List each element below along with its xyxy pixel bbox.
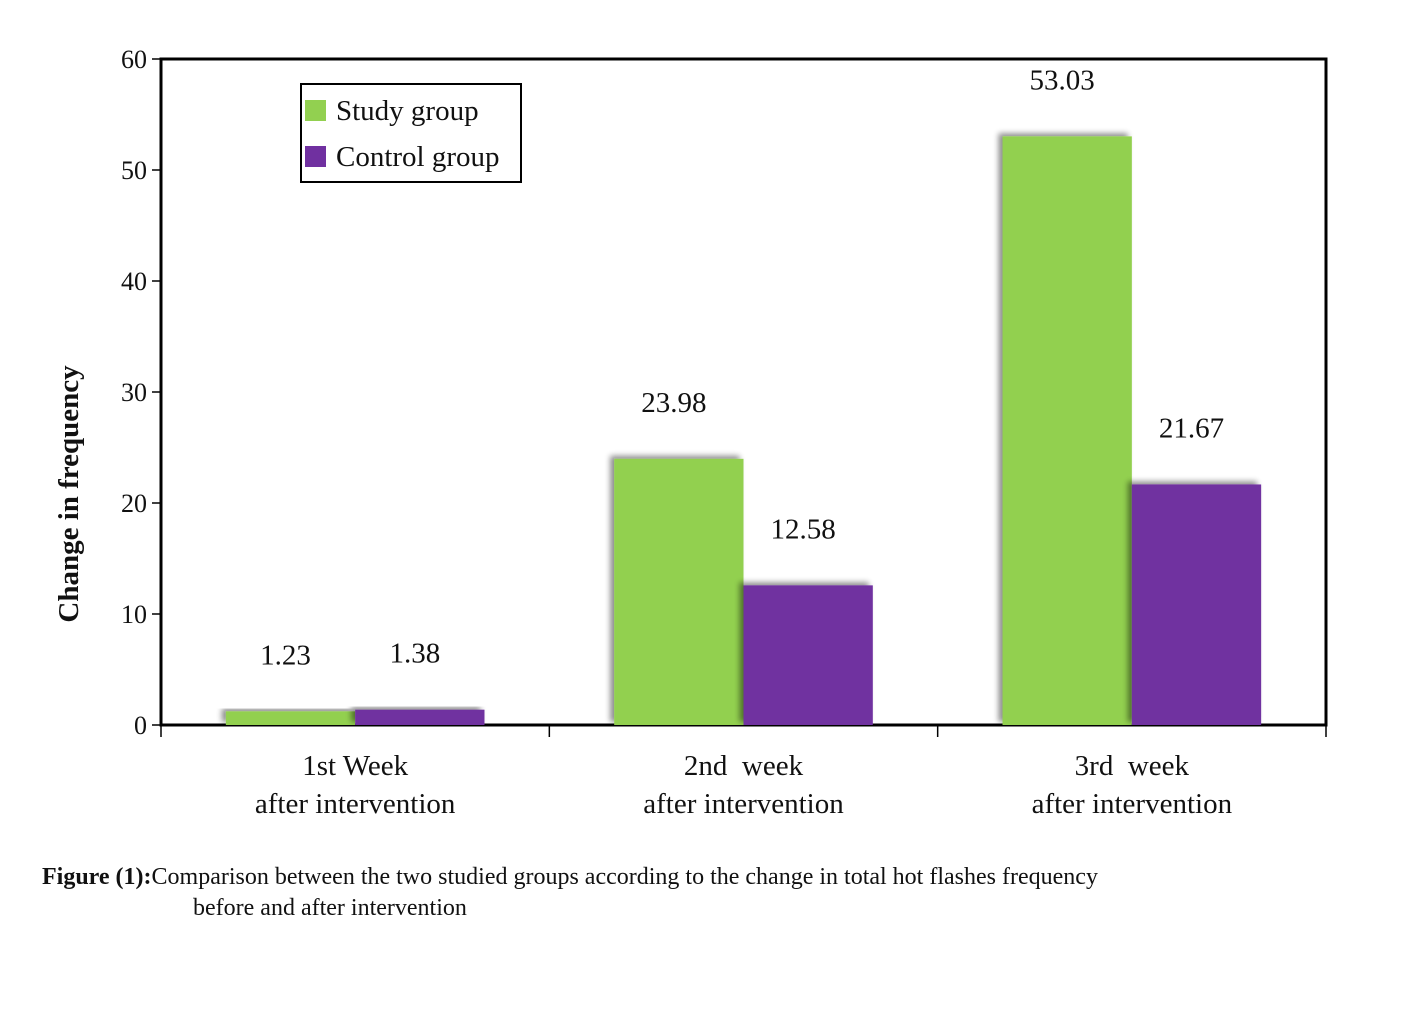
y-tick-label: 60 [121, 45, 147, 74]
y-tick-label: 10 [121, 600, 147, 629]
x-category-label-line: after intervention [643, 788, 844, 820]
y-tick-label: 40 [121, 267, 147, 296]
bar-control-group [355, 709, 485, 725]
x-category-label-line: 2nd week [684, 750, 804, 782]
data-label: 53.03 [1030, 64, 1095, 96]
y-tick-label: 30 [121, 378, 147, 407]
y-tick-label: 50 [121, 156, 147, 185]
figure-caption: Figure (1):Comparison between the two st… [42, 862, 1252, 924]
x-category-label: 3rd week after intervention [1032, 750, 1233, 820]
caption-label: Figure (1): [42, 864, 152, 890]
x-category-label-line: after intervention [255, 788, 456, 820]
legend-box [300, 83, 522, 183]
data-label: 1.38 [389, 638, 440, 670]
data-label: 23.98 [641, 387, 706, 419]
x-category-label: 1st Week after intervention [255, 750, 456, 820]
bar-control-group [743, 585, 873, 725]
x-category-label-line: 3rd week [1075, 750, 1190, 782]
legend-swatch [305, 100, 326, 121]
caption-text-line2: before and after intervention [193, 895, 467, 921]
bars [225, 136, 1262, 725]
bar-study-group [614, 458, 744, 725]
x-axis: 1st Week after intervention 2nd week after … [160, 725, 1327, 820]
y-axis-label: Change in frequency [53, 365, 85, 623]
data-labels: 1.23 23.98 53.03 1.38 12.58 21.67 [260, 64, 1224, 671]
data-label: 12.58 [771, 513, 836, 545]
bar-chart: 0 10 20 30 40 50 60 1st Week after intervention… [53, 45, 1328, 820]
bar-study-group [1002, 136, 1132, 725]
x-category-label: 2nd week after intervention [643, 750, 844, 820]
data-label: 21.67 [1159, 412, 1224, 444]
x-category-label-line: after intervention [1032, 788, 1233, 820]
y-tick-label: 20 [121, 489, 147, 518]
legend-swatch [305, 146, 326, 167]
legend: Study group Control group [300, 83, 522, 183]
legend-label: Study group [336, 95, 479, 127]
data-label: 1.23 [260, 639, 311, 671]
y-tick-label: 0 [134, 711, 147, 740]
caption-text-line1: Comparison between the two studied group… [151, 864, 1098, 890]
y-axis: 0 10 20 30 40 50 60 [121, 45, 161, 740]
bar-control-group [1131, 484, 1262, 725]
x-category-label-line: 1st Week [302, 750, 408, 782]
bar-study-group [225, 711, 356, 725]
legend-label: Control group [336, 141, 500, 173]
